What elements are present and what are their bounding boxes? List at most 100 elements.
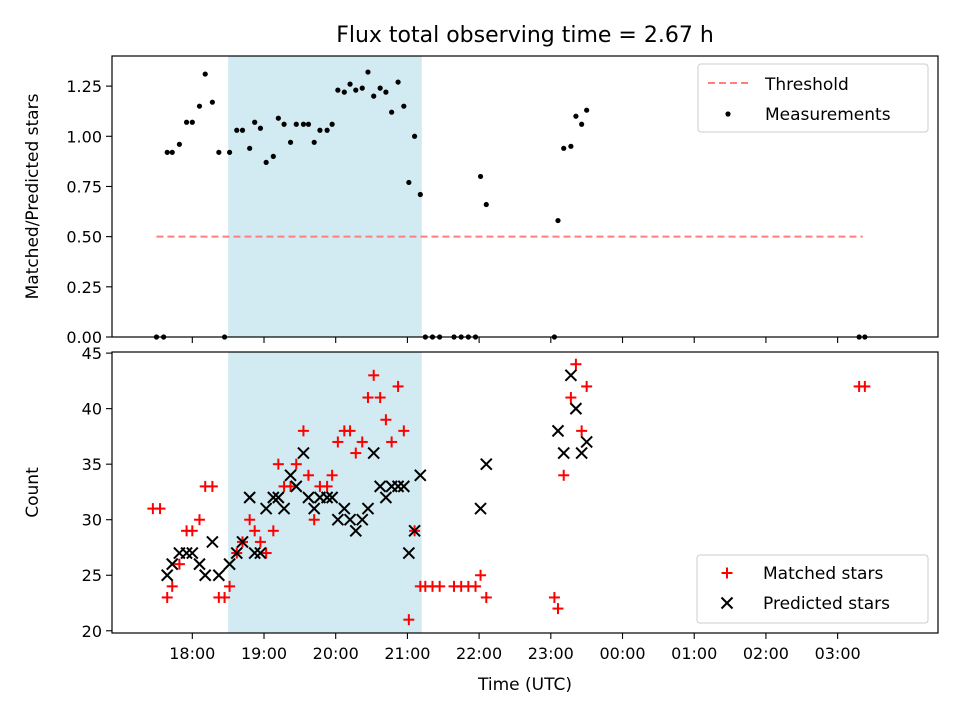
predicted-star-point [199, 569, 212, 582]
matched-star-point [859, 380, 871, 392]
matched-star-point [576, 425, 588, 437]
predicted-star-point [243, 491, 256, 504]
matched-star-point [362, 392, 374, 404]
measurement-point [169, 149, 175, 155]
measurement-point [341, 89, 347, 95]
predicted-star-point [557, 446, 570, 460]
matched-star-point [350, 447, 362, 459]
predicted-star-point [414, 469, 427, 482]
legend-measurements-swatch [725, 111, 731, 117]
matched-star-point [224, 580, 236, 592]
matched-star-point [548, 591, 560, 603]
predicted-star-point [180, 546, 193, 560]
matched-star-point [380, 414, 392, 426]
predicted-star-point [166, 557, 179, 571]
measurement-point [329, 121, 335, 127]
predicted-star-point [397, 480, 411, 493]
chart-title: Flux total observing time = 2.67 h [336, 23, 714, 48]
measurement-point [202, 71, 208, 77]
matched-star-point [302, 469, 314, 481]
top-panel-plot-area [153, 69, 868, 340]
x-tick-label: 20:00 [313, 644, 359, 663]
measurement-point [247, 145, 253, 151]
legend-matched-label: Matched stars [763, 564, 883, 584]
measurement-point [189, 119, 195, 125]
predicted-star-point [307, 502, 321, 515]
measurement-point [216, 149, 222, 155]
predicted-marker [720, 596, 734, 610]
top-panel-y-ticks: 0.00 0.25 0.50 0.75 1.00 1.25 [66, 77, 112, 347]
measurement-point [311, 139, 317, 145]
matched-star-point [219, 591, 231, 603]
top-panel-y-axis-label: Matched/Predicted stars [23, 93, 43, 299]
measurement-point [270, 153, 276, 159]
measurement-point [252, 119, 258, 125]
predicted-star-point [402, 546, 416, 560]
predicted-star-point [408, 524, 421, 538]
matched-star-point [249, 525, 261, 537]
measurement-point [483, 201, 489, 208]
measurement-point [196, 103, 203, 109]
measurement-point [293, 121, 299, 127]
x-tick-label: 03:00 [815, 644, 861, 663]
y-tick-label: 0.75 [66, 177, 102, 196]
measurement-point [234, 127, 240, 133]
measurement-point [568, 143, 574, 149]
legend-threshold-label: Threshold [764, 75, 849, 95]
measurement-point [561, 145, 567, 151]
matched-star-point [308, 514, 320, 526]
y-tick-label: 0.25 [66, 278, 102, 297]
x-tick-label: 01:00 [671, 644, 717, 663]
measurement-point [417, 191, 423, 198]
x-tick-label: 18:00 [169, 644, 215, 663]
y-tick-label: 1.25 [66, 77, 102, 96]
matched-star-point [570, 358, 582, 370]
x-tick-label: 00:00 [599, 644, 645, 663]
predicted-star-point [230, 546, 243, 560]
measurement-point [305, 121, 312, 127]
measurement-point [477, 173, 484, 180]
matched-star-point [321, 480, 333, 492]
measurement-point [239, 127, 246, 133]
predicted-star-point [575, 446, 588, 460]
matched-star-point [332, 436, 344, 448]
predicted-star-point [302, 491, 315, 504]
matched-star-point [480, 591, 492, 603]
matched-star-point [290, 458, 302, 470]
measurement-point [226, 149, 233, 155]
predicted-star-point [361, 502, 375, 515]
legend-predicted-label: Predicted stars [763, 594, 890, 614]
predicted-star-point [480, 457, 493, 471]
predicted-star-point [580, 435, 593, 449]
measurement-point [579, 121, 585, 127]
y-tick-label: 35 [82, 455, 102, 474]
predicted-star-point [331, 513, 345, 526]
y-tick-label: 0.00 [66, 328, 102, 347]
predicted-star-point [391, 480, 405, 493]
bottom-panel: 20 25 30 35 40 45 18:00 19:00 20:00 21:00 22:00 23… [23, 344, 939, 695]
measurement-point [411, 133, 418, 139]
y-tick-label: 1.00 [66, 127, 102, 146]
predicted-star-point [474, 502, 487, 515]
matched-star-point [173, 558, 185, 570]
legend-measurements-label: Measurements [765, 105, 891, 125]
measurement-point [573, 113, 579, 119]
predicted-star-point [325, 491, 339, 504]
bottom-panel-legend: Matched stars Predicted stars [696, 554, 929, 624]
x-tick-label: 19:00 [241, 644, 287, 663]
measurement-point [389, 109, 395, 115]
y-tick-label: 20 [82, 622, 102, 641]
predicted-star-point [272, 491, 285, 504]
measurement-point [324, 127, 330, 133]
matched-star-point [166, 580, 178, 592]
predicted-star-point [267, 491, 280, 504]
matched-star-point [403, 614, 415, 626]
bottom-panel-plot-area [147, 358, 871, 626]
x-tick-label: 23:00 [528, 644, 574, 663]
measurement-point [209, 99, 215, 105]
measurement-point [371, 93, 377, 99]
matched-star-point [374, 392, 386, 404]
bottom-panel-frame [111, 351, 939, 634]
measurement-point [176, 141, 182, 147]
